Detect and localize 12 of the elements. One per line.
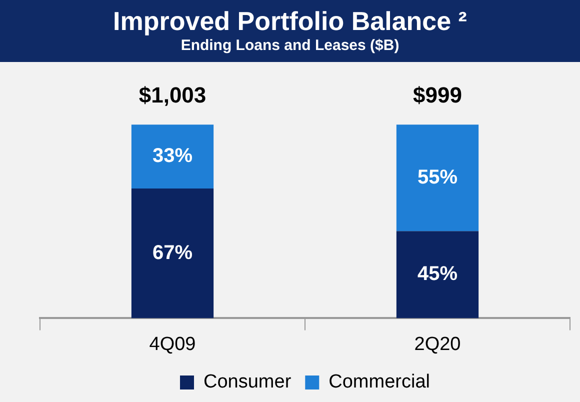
chart-title: Improved Portfolio Balance ² <box>112 6 468 36</box>
data-label: 67% <box>152 242 193 264</box>
legend-label: Consumer <box>204 372 292 393</box>
data-label: 55% <box>417 166 458 188</box>
text: $999 <box>413 82 462 108</box>
data-label: 45% <box>417 263 458 286</box>
x-tick-label: 4Q09 <box>149 334 196 355</box>
chart-subtitle: Ending Loans and Leases ($B) <box>180 36 400 56</box>
legend-label: Commercial <box>328 372 430 393</box>
text: $1,003 <box>138 82 206 108</box>
x-tick-label: 2Q20 <box>414 334 461 355</box>
data-label: 33% <box>152 145 193 168</box>
